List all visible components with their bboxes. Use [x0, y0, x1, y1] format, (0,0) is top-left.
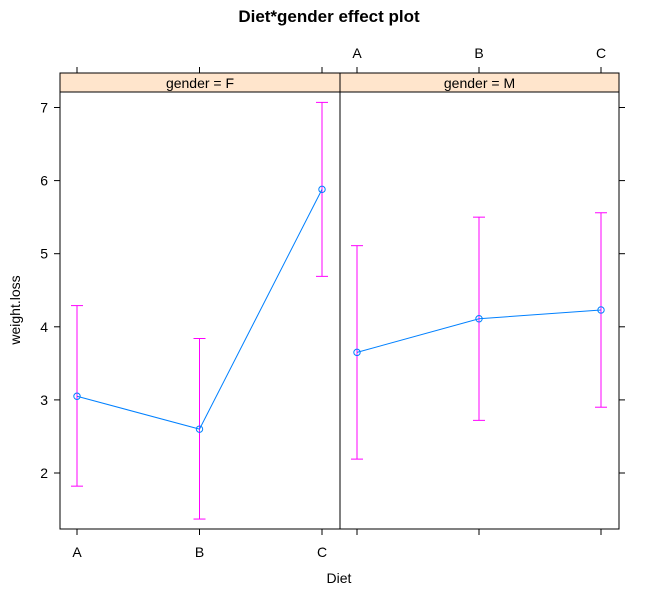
y-tick-label: 7 [40, 100, 48, 116]
panel-0: gender = F A B C [59, 67, 341, 560]
y-tick-label: 3 [40, 392, 48, 408]
series-line [356, 309, 602, 353]
data-point [597, 306, 605, 314]
x-tick-label-top: C [596, 45, 606, 61]
series-line [76, 189, 323, 430]
data-point [475, 315, 483, 323]
strip-label: gender = M [444, 75, 515, 91]
data-point [318, 185, 326, 194]
chart-title: Diet*gender effect plot [238, 7, 420, 26]
x-tick-label: B [195, 544, 204, 560]
y-tick-label: 5 [40, 246, 48, 262]
x-axis-label: Diet [327, 570, 352, 586]
y-axis-label: weight.loss [7, 275, 23, 345]
strip-label: gender = F [166, 75, 234, 91]
data-point [353, 348, 361, 357]
data-point [73, 392, 81, 400]
y-tick-label: 4 [40, 319, 48, 335]
x-tick-label: C [317, 544, 327, 560]
x-tick-label: A [72, 544, 82, 560]
data-point [195, 425, 204, 433]
x-tick-label-top: A [352, 45, 362, 61]
panel-1: gender = M A B C [339, 45, 620, 535]
x-tick-label-top: B [474, 45, 483, 61]
y-tick-label: 2 [40, 465, 48, 481]
y-axis: 2 3 4 5 6 7 [40, 100, 625, 481]
y-tick-label: 6 [40, 173, 48, 189]
